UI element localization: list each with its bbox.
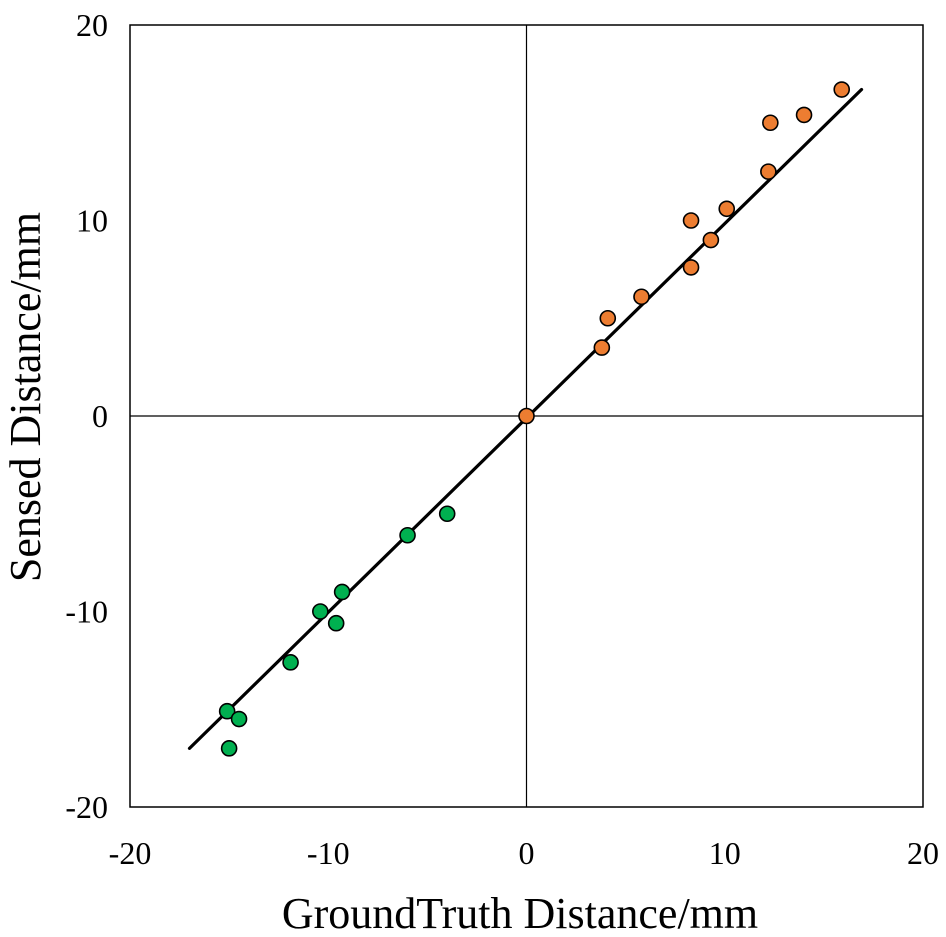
x-tick-labels: -20 -10 0 10 20 (109, 835, 939, 871)
x-tick-label: -10 (307, 835, 350, 871)
y-tick-label: 20 (76, 7, 108, 43)
data-point (795, 106, 813, 124)
data-point (762, 114, 779, 132)
y-axis-title: Sensed Distance/mm (1, 212, 50, 582)
data-point (633, 288, 650, 306)
data-point (718, 200, 736, 218)
data-point (218, 702, 236, 720)
data-point (833, 81, 851, 98)
x-tick-label: -20 (109, 835, 152, 871)
data-point (399, 526, 416, 544)
y-tick-label: 10 (76, 203, 108, 239)
data-point (230, 710, 248, 728)
y-tick-labels: -20 -10 0 10 20 (65, 7, 108, 825)
data-point (282, 654, 299, 671)
data-point (438, 505, 456, 523)
data-point (760, 163, 777, 180)
y-tick-label: -20 (65, 789, 108, 825)
y-tick-label: -10 (65, 594, 108, 630)
x-tick-label: 10 (709, 835, 741, 871)
data-point (682, 259, 700, 276)
y-tick-label: 0 (92, 398, 108, 434)
data-points (218, 81, 851, 757)
x-axis-title: GroundTruth Distance/mm (282, 889, 758, 937)
data-point (327, 614, 345, 632)
data-point (702, 231, 720, 249)
data-point (682, 212, 700, 229)
data-point (593, 339, 611, 356)
data-point (518, 407, 535, 425)
x-tick-label: 20 (907, 835, 939, 871)
data-point (220, 740, 238, 757)
data-point (312, 603, 329, 620)
data-point (599, 309, 617, 327)
x-tick-label: 0 (519, 835, 535, 871)
data-point (333, 583, 351, 601)
